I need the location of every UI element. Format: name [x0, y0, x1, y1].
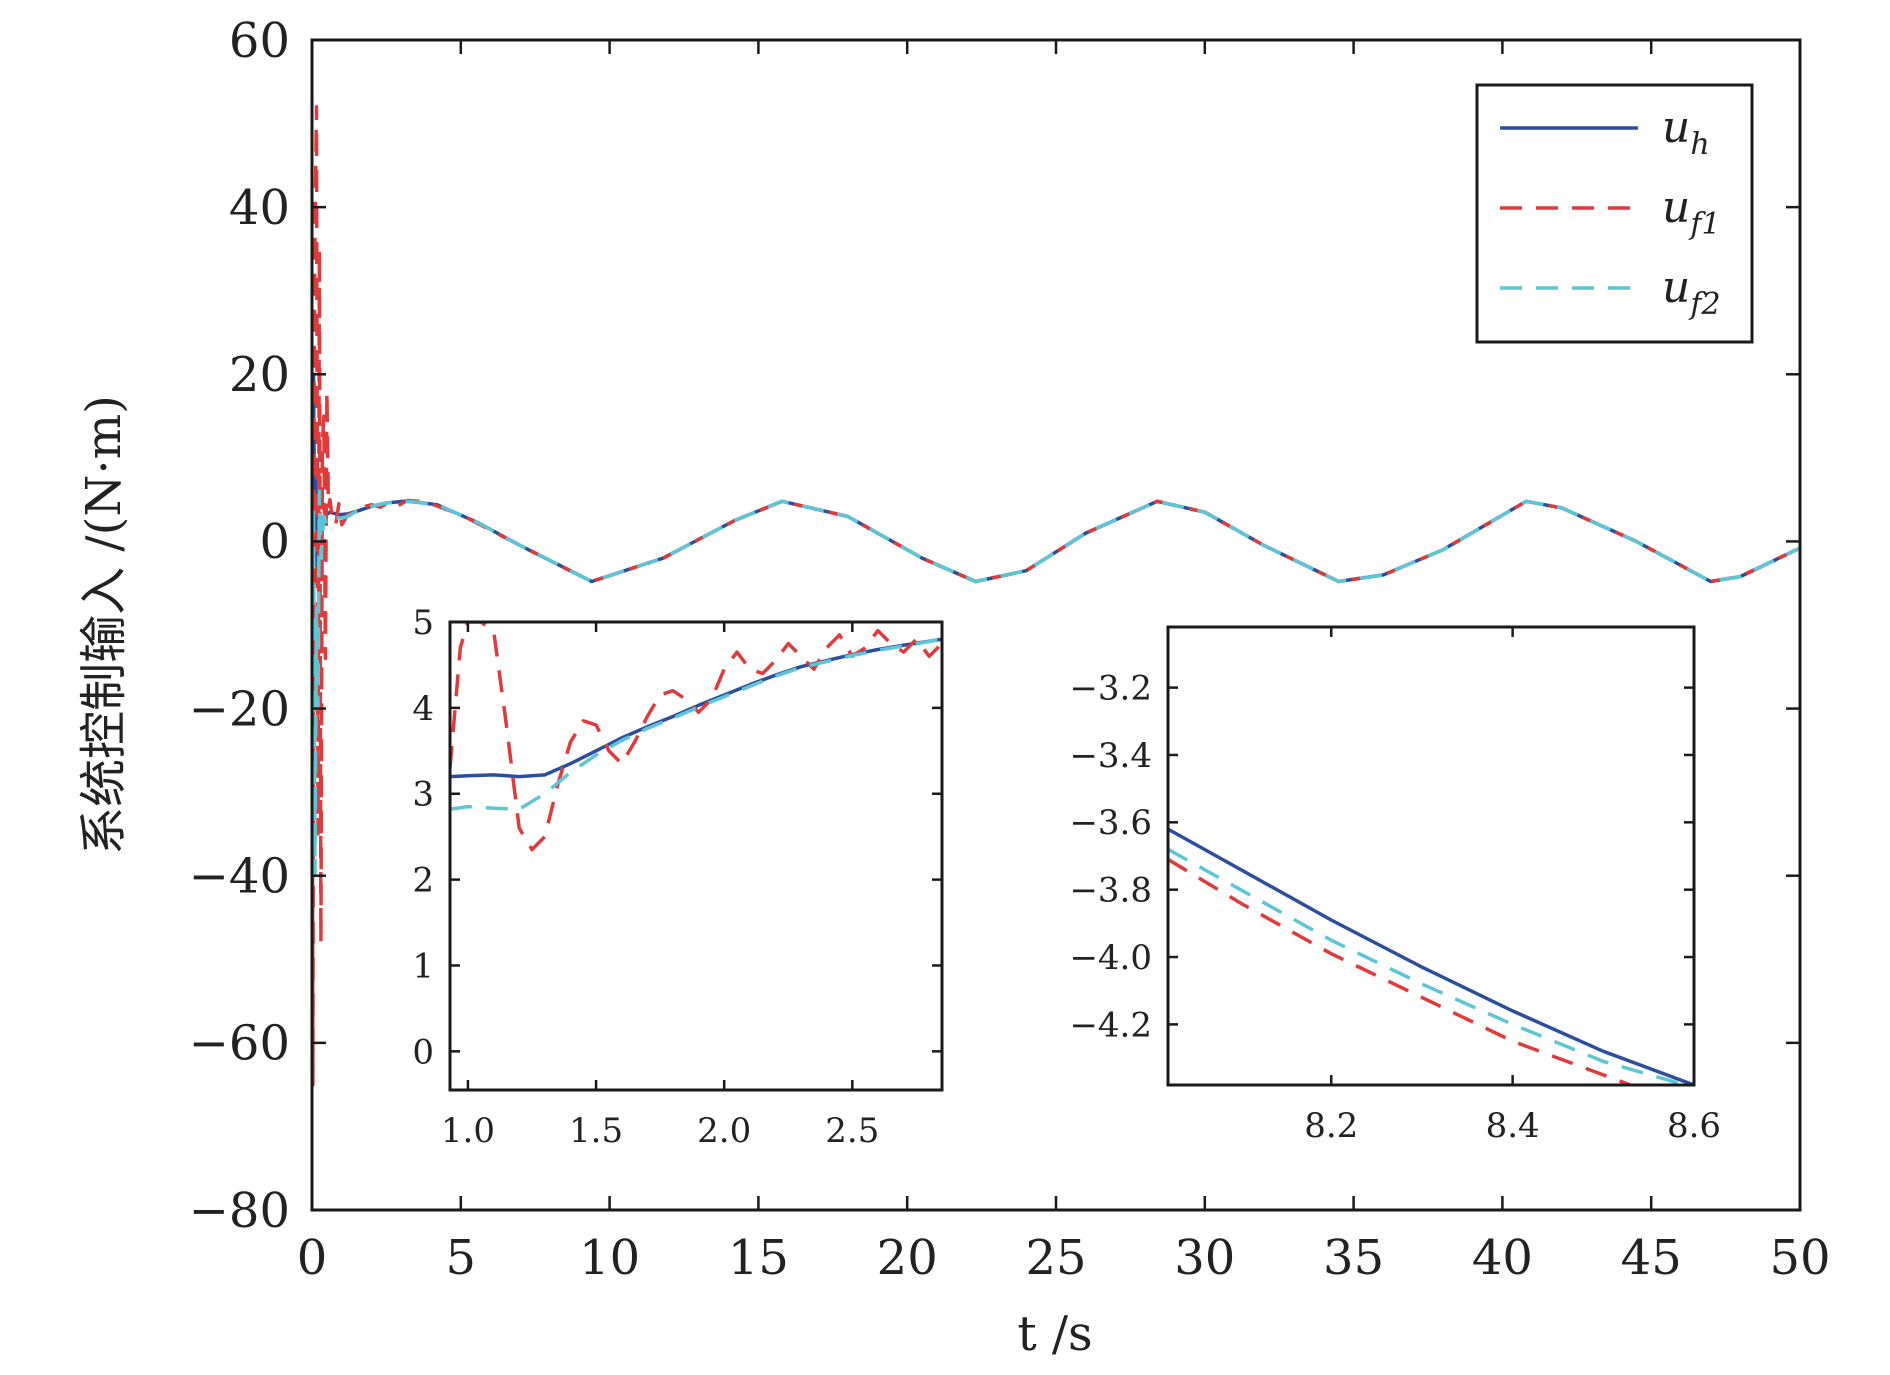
- legend: uh uf1 uf2: [1475, 83, 1754, 344]
- inset-left: 1.0 1.5 2.0 2.5 0 1 2 3 4 5: [412, 603, 944, 1151]
- inset-right-xtick-label: 8.4: [1486, 1106, 1540, 1146]
- inset-right-ticks-group: 8.2 8.4 8.6 −4.2 −4.0 −3.8 −3.6 −3.4 −3.2: [1069, 627, 1721, 1146]
- inset-left-series-u-f2: [450, 637, 942, 811]
- inset-left-xtick-label: 1.5: [569, 1111, 623, 1151]
- inset-left-xtick-label: 2.0: [697, 1111, 751, 1151]
- inset-left-ytick-label: 3: [412, 775, 434, 815]
- legend-entry-uh: uh: [1500, 102, 1710, 162]
- inset-left-ytick-label: 1: [412, 946, 434, 986]
- main-ytick-label: −60: [189, 1016, 290, 1072]
- legend-label-uf1: uf1: [1662, 182, 1721, 242]
- main-xtick-label: 20: [877, 1230, 938, 1286]
- main-plot-frame: [310, 38, 1802, 1212]
- x-axis-title-text: t /s: [1017, 1306, 1092, 1362]
- main-ytick-label: −20: [189, 681, 290, 737]
- main-xtick-label: 10: [579, 1230, 640, 1286]
- inset-right: 8.2 8.4 8.6 −4.2 −4.0 −3.8 −3.6 −3.4 −3.2: [1069, 625, 1721, 1146]
- inset-right-area: [1168, 627, 1694, 1085]
- inset-right-series-u-h: [1168, 827, 1694, 1085]
- inset-left-ticks-group: 1.0 1.5 2.0 2.5 0 1 2 3 4 5: [412, 603, 942, 1151]
- main-xtick-label: 0: [297, 1230, 328, 1286]
- inset-right-series-u-f1: [1168, 857, 1632, 1085]
- inset-right-ytick-label: −4.2: [1069, 1005, 1152, 1045]
- inset-right-ytick-label: −3.8: [1069, 871, 1152, 911]
- inset-left-ytick-label: 4: [412, 689, 434, 729]
- inset-right-ytick-label: −3.6: [1069, 803, 1152, 843]
- main-series-group: [312, 105, 1800, 1087]
- inset-left-frame: [448, 620, 944, 1092]
- inset-right-xtick-label: 8.2: [1304, 1106, 1358, 1146]
- legend-label-uh: uh: [1662, 102, 1710, 162]
- inset-left-series-u-f1: [450, 622, 942, 852]
- inset-left-area: [450, 622, 942, 1090]
- inset-left-ytick-label: 0: [412, 1032, 434, 1072]
- inset-right-ytick-label: −3.2: [1069, 669, 1152, 709]
- inset-left-ytick-label: 5: [412, 603, 434, 643]
- main-series-u-f2: [312, 489, 1800, 878]
- inset-left-xtick-label: 1.0: [441, 1111, 495, 1151]
- main-xtick-label: 30: [1174, 1230, 1235, 1286]
- inset-right-ytick-label: −4.0: [1069, 938, 1152, 978]
- main-xtick-label: 50: [1769, 1230, 1830, 1286]
- main-xtick-label: 15: [728, 1230, 789, 1286]
- legend-label-uf2: uf2: [1662, 262, 1721, 322]
- x-axis-title: t /s: [1017, 1306, 1092, 1362]
- y-axis-title: 系统控制输入 /(N·m): [76, 395, 132, 855]
- main-xtick-label: 40: [1472, 1230, 1533, 1286]
- inset-right-series-u-f2: [1168, 847, 1686, 1085]
- main-ytick-label: 40: [229, 180, 290, 236]
- main-ytick-label: 20: [229, 347, 290, 403]
- inset-left-xtick-label: 2.5: [825, 1111, 879, 1151]
- legend-entry-uf1: uf1: [1500, 182, 1721, 242]
- main-xtick-label: 45: [1621, 1230, 1682, 1286]
- inset-right-frame: [1166, 625, 1696, 1087]
- main-ytick-label: −80: [189, 1183, 290, 1239]
- main-xtick-label: 5: [446, 1230, 477, 1286]
- legend-entry-uf2: uf2: [1500, 262, 1721, 322]
- main-ytick-label: 60: [229, 13, 290, 69]
- inset-right-xtick-label: 8.6: [1667, 1106, 1721, 1146]
- inset-right-ytick-label: −3.4: [1069, 736, 1152, 776]
- main-ytick-label: −40: [189, 849, 290, 905]
- main-xtick-label: 35: [1323, 1230, 1384, 1286]
- y-axis-title-text: 系统控制输入 /(N·m): [76, 395, 132, 855]
- main-ytick-label: 0: [259, 514, 290, 570]
- main-xtick-label: 25: [1025, 1230, 1086, 1286]
- inset-right-series-group: [1168, 827, 1694, 1085]
- inset-left-series-group: [450, 622, 942, 852]
- inset-left-ytick-label: 2: [412, 861, 434, 901]
